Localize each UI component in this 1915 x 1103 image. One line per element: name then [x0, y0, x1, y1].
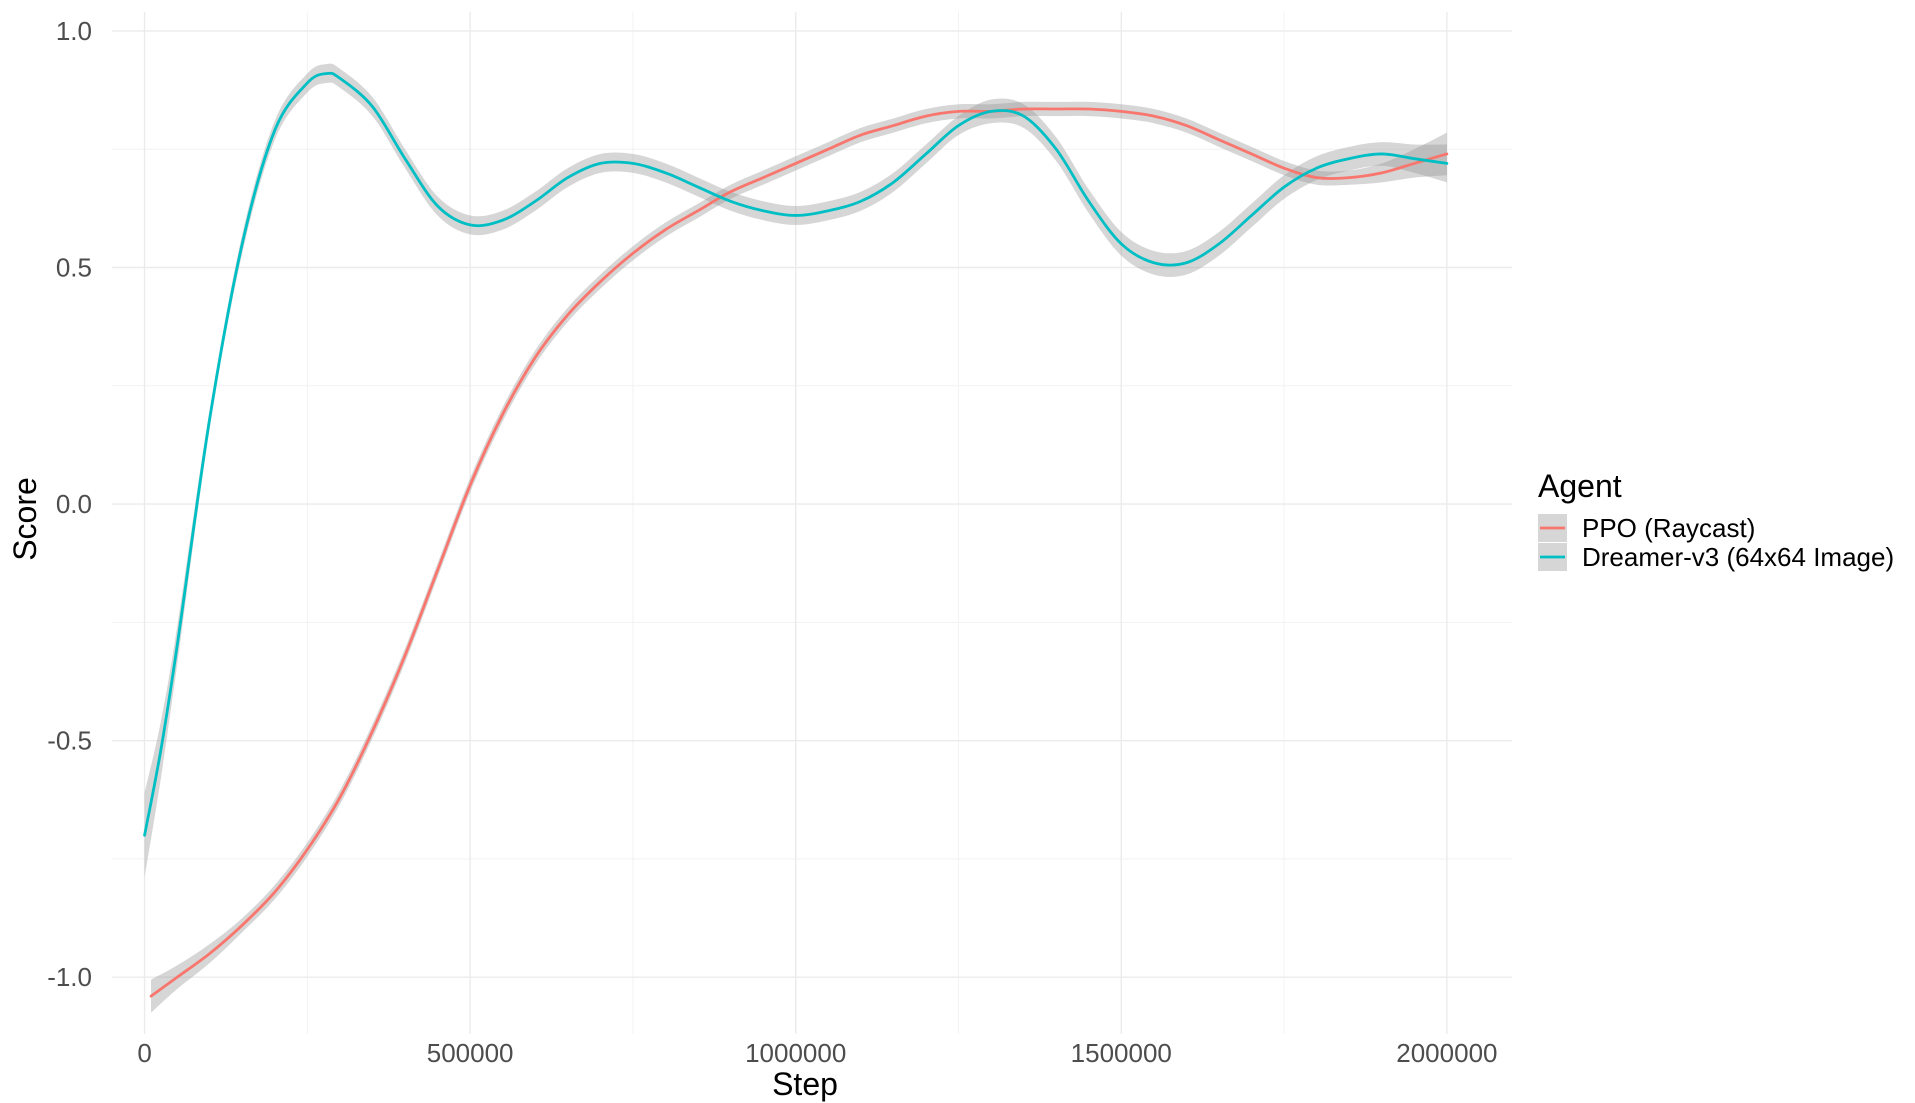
series-line — [149, 107, 1449, 998]
confidence-band — [151, 101, 1447, 1013]
y-tick-label: 1.0 — [56, 16, 92, 46]
legend: Agent PPO (Raycast)Dreamer-v3 (64x64 Ima… — [1538, 468, 1894, 572]
minor-gridlines — [112, 12, 1512, 1034]
x-axis-tick-labels: 0 500000 1000000 1500000 2000000 — [137, 1038, 1497, 1068]
x-axis-title: Step — [772, 1066, 838, 1102]
legend-label: PPO (Raycast) — [1582, 513, 1755, 543]
y-tick-label: 0.0 — [56, 489, 92, 519]
series-lines — [143, 71, 1449, 998]
y-axis-title: Score — [7, 477, 43, 561]
x-tick-label: 500000 — [427, 1038, 514, 1068]
series-line — [143, 71, 1449, 837]
major-gridlines — [112, 12, 1512, 1034]
x-tick-label: 0 — [137, 1038, 151, 1068]
legend-title: Agent — [1538, 468, 1622, 504]
x-tick-label: 2000000 — [1396, 1038, 1497, 1068]
y-tick-label: 0.5 — [56, 253, 92, 283]
y-axis-tick-labels: -1.0 -0.5 0.0 0.5 1.0 — [47, 16, 92, 992]
y-tick-label: -1.0 — [47, 962, 92, 992]
legend-label: Dreamer-v3 (64x64 Image) — [1582, 542, 1894, 572]
x-tick-label: 1500000 — [1071, 1038, 1172, 1068]
x-tick-label: 1000000 — [745, 1038, 846, 1068]
y-tick-label: -0.5 — [47, 726, 92, 756]
